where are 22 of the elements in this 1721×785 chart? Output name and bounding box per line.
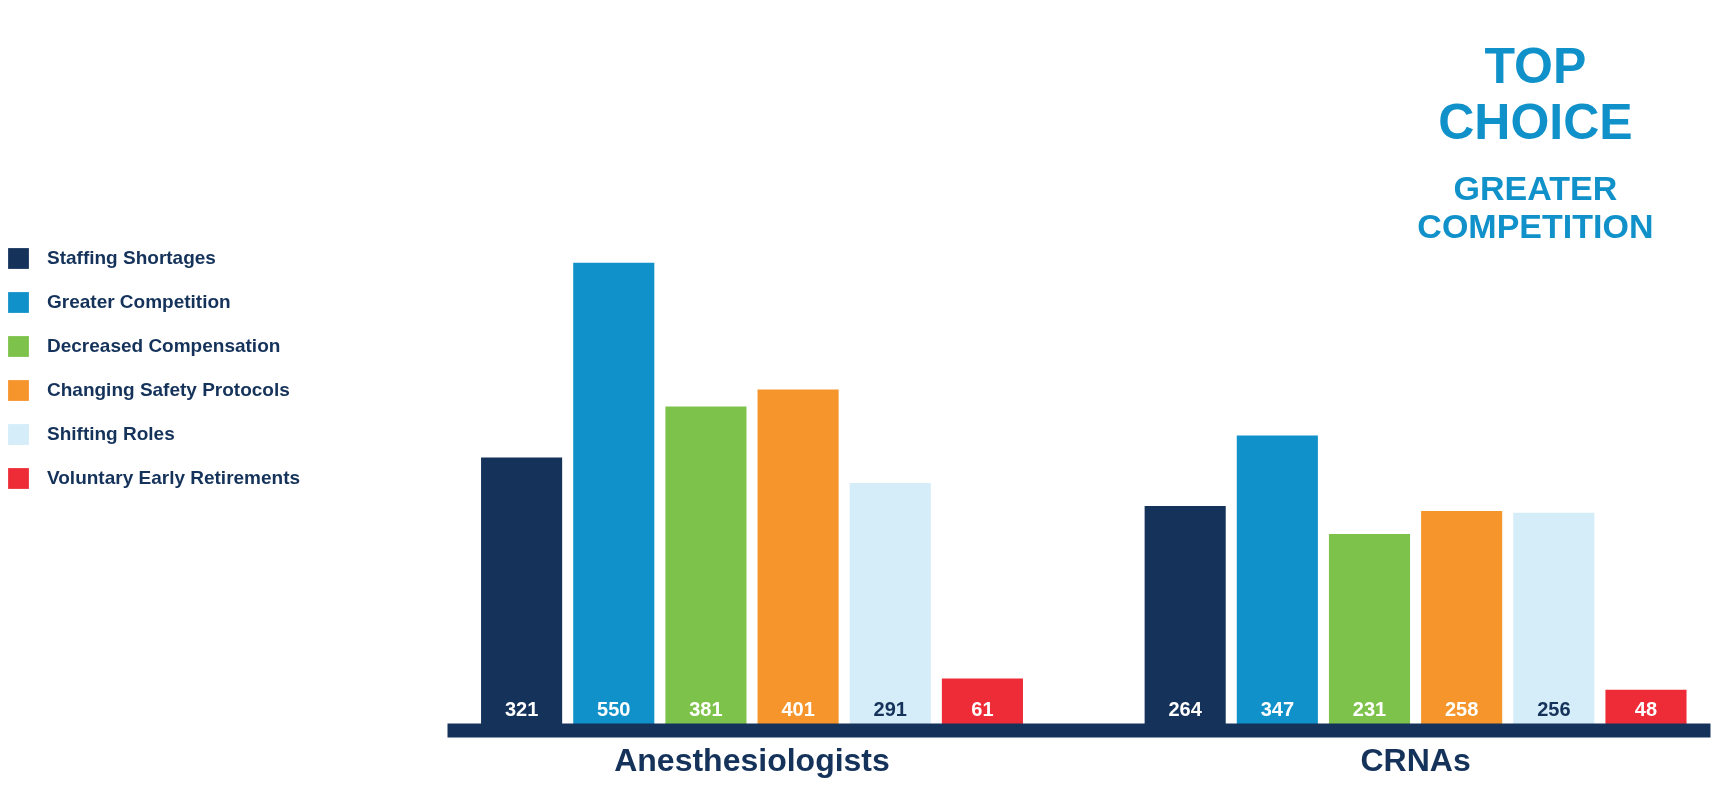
- data-label: 258: [1444, 698, 1479, 721]
- legend-label: Voluntary Early Retirements: [47, 466, 301, 489]
- data-label: 291: [873, 698, 907, 721]
- legend-label: Greater Competition: [47, 290, 231, 313]
- data-label: 264: [1168, 698, 1203, 721]
- x-tick-label: Anesthesiologists: [614, 741, 890, 778]
- data-label: 381: [689, 698, 723, 721]
- legend-label: Decreased Compensation: [47, 334, 281, 357]
- data-label: 550: [597, 698, 631, 721]
- data-label: 321: [504, 698, 539, 721]
- text: GREATER COMPETITION: [1417, 168, 1654, 245]
- data-label: 231: [1352, 698, 1387, 721]
- x-tick-label: CRNAs: [1360, 741, 1471, 778]
- data-label: 347: [1260, 698, 1295, 721]
- text: TOP CHOICE: [1438, 38, 1633, 151]
- data-label: 48: [1634, 698, 1658, 721]
- legend-label: Shifting Roles: [47, 422, 175, 445]
- legend-label: Changing Safety Protocols: [47, 378, 290, 401]
- data-label: 256: [1537, 698, 1571, 721]
- data-label: 401: [781, 698, 815, 721]
- data-label: 61: [971, 698, 994, 721]
- legend-label: Staffing Shortages: [47, 246, 216, 269]
